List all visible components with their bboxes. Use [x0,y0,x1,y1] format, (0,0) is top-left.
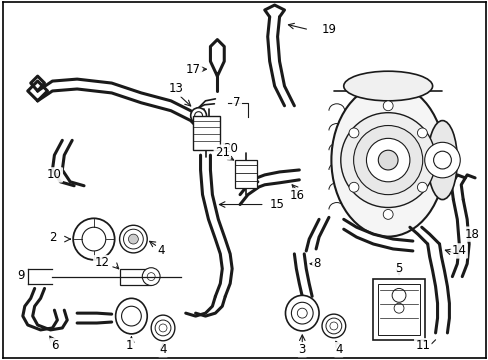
Text: 4: 4 [159,343,166,356]
Circle shape [291,302,312,324]
Circle shape [194,112,202,120]
Circle shape [340,113,435,207]
Circle shape [391,288,405,302]
Text: 17: 17 [186,63,201,76]
Circle shape [378,150,397,170]
Text: 14: 14 [451,244,466,257]
Text: 15: 15 [269,198,285,211]
Text: 5: 5 [394,262,402,275]
Ellipse shape [427,121,456,199]
Circle shape [417,182,427,192]
Text: 18: 18 [464,228,479,240]
Text: 16: 16 [289,189,304,202]
Bar [373,279,424,340]
Circle shape [190,108,206,123]
Circle shape [366,138,409,182]
Text: 13: 13 [168,82,183,95]
Circle shape [159,324,166,332]
Circle shape [297,308,306,318]
Ellipse shape [151,315,175,341]
Text: 12: 12 [94,256,109,269]
Text: 4: 4 [157,244,164,257]
Text: 3: 3 [298,343,305,356]
Circle shape [383,101,392,111]
Ellipse shape [73,219,114,260]
Text: 1: 1 [125,339,133,352]
Text: 20: 20 [223,142,237,155]
Circle shape [329,322,337,330]
Circle shape [417,128,427,138]
Text: 6: 6 [51,339,58,352]
Text: 11: 11 [414,339,429,352]
Ellipse shape [343,71,432,101]
Circle shape [424,142,459,178]
Text: 21: 21 [214,146,229,159]
Ellipse shape [285,295,318,331]
Circle shape [348,182,358,192]
Ellipse shape [331,84,444,237]
Bar [378,284,419,335]
Circle shape [128,234,138,244]
Circle shape [348,128,358,138]
Circle shape [82,227,105,251]
Circle shape [147,273,155,280]
Text: 8: 8 [313,257,320,270]
Text: 9: 9 [17,269,24,282]
Text: 19: 19 [321,23,336,36]
Circle shape [123,229,143,249]
Circle shape [393,303,403,313]
Circle shape [383,210,392,219]
Circle shape [325,318,341,334]
Bar [235,160,256,188]
Ellipse shape [115,298,147,334]
Circle shape [353,126,422,195]
Text: 10: 10 [47,168,61,181]
Bar [192,116,220,150]
Text: 4: 4 [334,343,342,356]
Text: 2: 2 [49,231,56,244]
Ellipse shape [120,225,147,253]
Circle shape [155,320,171,336]
Circle shape [142,268,160,285]
Circle shape [433,151,450,169]
Bar [120,269,151,284]
Text: 7: 7 [233,96,241,109]
Ellipse shape [322,314,345,338]
Circle shape [122,306,141,326]
